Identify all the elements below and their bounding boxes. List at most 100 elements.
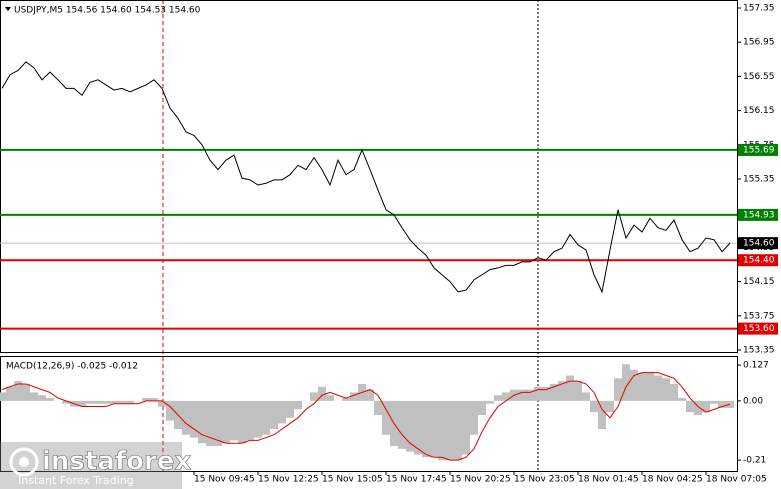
y-tick-label: 155.35	[743, 175, 775, 185]
histogram-bar	[502, 392, 510, 401]
level-label-box	[738, 237, 778, 250]
histogram-bar	[614, 378, 622, 401]
histogram-bar	[166, 400, 174, 421]
histogram-bar	[454, 400, 462, 461]
histogram-bar	[30, 392, 38, 401]
histogram-bar	[38, 395, 46, 401]
x-tick-label: 15 Nov 20:25	[450, 475, 511, 485]
histogram-bar	[582, 392, 590, 401]
x-tick-label: 15 Nov 12:25	[258, 475, 319, 485]
y-tick-label: 0.00	[743, 396, 763, 406]
histogram-bar	[446, 400, 454, 461]
histogram-bar	[590, 400, 598, 413]
plot-layer: 157.35156.95156.55156.15155.75155.35154.…	[0, 4, 778, 485]
histogram-bar	[686, 400, 694, 413]
histogram-bar	[494, 395, 502, 401]
histogram-bar	[478, 400, 486, 415]
y-tick-label: -0.21	[743, 456, 766, 466]
histogram-bar	[550, 383, 558, 401]
watermark-logo-dot	[19, 457, 29, 467]
signal-line	[1, 372, 731, 461]
histogram-bar	[526, 389, 534, 401]
histogram-bar	[438, 400, 446, 461]
histogram-bar	[238, 400, 246, 444]
histogram-bar	[262, 400, 270, 435]
x-tick-label: 18 Nov 04:25	[642, 475, 703, 485]
histogram-bar	[310, 392, 318, 401]
y-tick-label: 157.35	[743, 4, 775, 14]
histogram-bar	[598, 400, 606, 430]
histogram-bar	[86, 400, 94, 404]
histogram-bar	[246, 400, 254, 441]
histogram-bar	[574, 381, 582, 401]
histogram-bar	[382, 400, 390, 435]
histogram-bar	[6, 386, 14, 401]
histogram-bar	[542, 386, 550, 401]
y-tick-label: 154.15	[743, 277, 775, 287]
histogram-bar	[622, 364, 630, 401]
histogram-bar	[406, 400, 414, 452]
histogram-bar	[230, 400, 238, 441]
histogram-bar	[158, 400, 166, 407]
y-tick-label: 156.15	[743, 106, 775, 116]
y-tick-label: 153.75	[743, 311, 775, 321]
histogram-bar	[350, 392, 358, 401]
x-tick-label: 15 Nov 17:45	[386, 475, 447, 485]
histogram-bar	[198, 400, 206, 444]
chart-title: USDJPY,M5 154.56 154.60 154.53 154.60	[14, 6, 201, 16]
watermark-brand: instaforex	[42, 447, 192, 477]
histogram-bar	[206, 400, 214, 447]
level-label: 154.40	[743, 256, 775, 266]
histogram-bar	[270, 400, 278, 430]
histogram-bar	[638, 372, 646, 401]
level-label-box	[738, 208, 778, 221]
histogram-bar	[702, 400, 710, 413]
level-label: 154.93	[743, 210, 775, 220]
y-tick-label: 153.35	[743, 346, 775, 356]
level-label: 153.60	[743, 324, 775, 334]
price-panel	[0, 0, 738, 353]
x-tick-label: 15 Nov 23:05	[514, 475, 575, 485]
histogram-bar	[662, 378, 670, 401]
histogram-bar	[630, 369, 638, 401]
watermark: instaforex Instant Forex Trading	[0, 442, 192, 489]
histogram-bar	[558, 381, 566, 401]
histogram-bar	[646, 372, 654, 401]
histogram-bar	[486, 400, 494, 404]
level-label-box	[738, 322, 778, 335]
histogram-bar	[414, 400, 422, 455]
x-tick-label: 15 Nov 15:05	[322, 475, 383, 485]
x-tick-label: 15 Nov 09:45	[194, 475, 255, 485]
histogram-bar	[606, 400, 614, 413]
histogram-bar	[102, 400, 110, 404]
histogram-bar	[366, 389, 374, 401]
histogram-bar	[286, 400, 294, 418]
y-tick-label: 0.127	[743, 361, 769, 371]
histogram-bar	[278, 400, 286, 424]
histogram-bar	[678, 398, 686, 401]
histogram-bar	[62, 400, 70, 404]
histogram-bar	[78, 400, 86, 407]
histogram-bar	[654, 375, 662, 401]
histogram-bar	[190, 400, 198, 438]
indicator-title: MACD(12,26,9) -0.025 -0.012	[6, 362, 138, 372]
level-label: 154.60	[743, 239, 775, 249]
price-line	[1, 61, 731, 294]
macd-panel	[0, 356, 738, 472]
y-tick-label: 156.95	[743, 38, 775, 48]
histogram-bar	[374, 400, 382, 415]
histogram-bar	[214, 400, 222, 447]
level-label-box	[738, 254, 778, 267]
histogram-bar	[118, 400, 126, 404]
histogram-bar	[126, 400, 134, 404]
x-tick-label: 18 Nov 01:45	[578, 475, 639, 485]
x-tick-label: 18 Nov 07:05	[706, 475, 767, 485]
histogram-bar	[294, 400, 302, 410]
histogram-bar	[670, 383, 678, 401]
histogram-bar	[254, 400, 262, 438]
histogram-bar	[470, 400, 478, 435]
histogram-bar	[430, 400, 438, 458]
histogram-bar	[718, 400, 726, 408]
histogram-bar	[462, 400, 470, 455]
